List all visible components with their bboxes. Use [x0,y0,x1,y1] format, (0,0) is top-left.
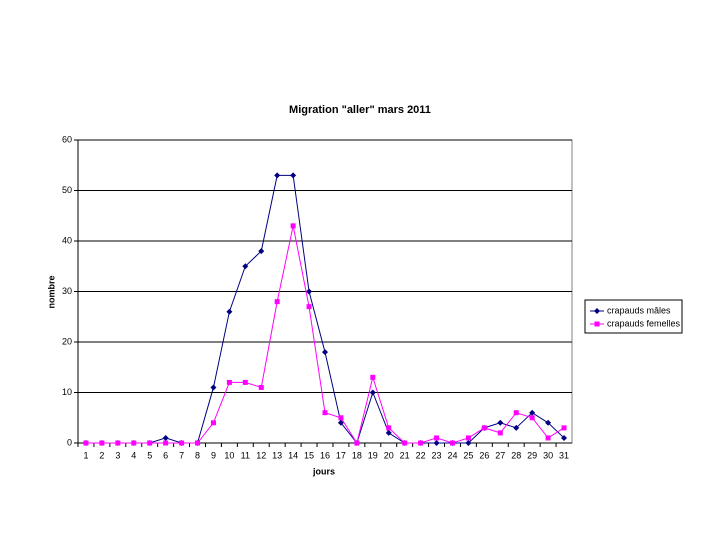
x-tick-label: 31 [559,450,569,460]
x-tick-label: 27 [495,450,505,460]
x-tick-label: 5 [147,450,152,460]
data-point [242,379,248,385]
legend-label: crapauds femelles [607,318,681,328]
data-point [402,440,408,446]
series-line [85,174,565,445]
data-point [354,440,360,446]
x-tick-label: 17 [336,450,346,460]
x-tick-label: 14 [288,450,298,460]
data-point [226,379,232,385]
data-point [306,288,313,295]
x-tick-label: 18 [352,450,362,460]
data-point [497,419,504,426]
data-point [386,425,392,431]
y-tick-label: 10 [62,387,72,397]
x-tick-label: 9 [211,450,216,460]
data-point [179,440,185,446]
x-tick-label: 10 [224,450,234,460]
data-point [529,415,535,421]
data-point [449,440,455,446]
y-tick-label: 30 [62,286,72,296]
y-tick-label: 0 [67,437,72,447]
x-tick-label: 8 [195,450,200,460]
data-point [337,419,344,426]
data-point [242,263,249,270]
data-point [497,430,503,436]
data-point [99,440,105,446]
data-point [258,248,265,255]
x-tick-label: 4 [131,450,136,460]
data-point [369,389,376,396]
x-tick-label: 29 [527,450,537,460]
data-point [274,172,281,179]
data-point [529,409,536,416]
data-point [561,425,567,431]
data-point [545,419,552,426]
y-tick-label: 40 [62,235,72,245]
legend-marker [594,308,600,314]
y-tick-label: 50 [62,185,72,195]
data-point [545,435,551,441]
data-point [322,349,328,356]
x-tick-label: 16 [320,450,330,460]
data-point [210,420,216,426]
data-point [290,172,297,179]
chart-title: Migration "aller" mars 2011 [289,104,431,116]
x-tick-label: 12 [256,450,266,460]
data-point [465,435,471,441]
x-tick-label: 15 [304,450,314,460]
y-tick-label: 60 [62,134,72,144]
x-tick-label: 21 [400,450,410,460]
data-point [434,435,440,441]
x-tick-label: 20 [384,450,394,460]
data-point [210,384,217,391]
x-tick-label: 23 [432,450,442,460]
data-point [163,440,169,446]
data-point [258,384,264,390]
data-point [465,440,472,446]
x-tick-label: 3 [115,450,120,460]
x-tick-label: 19 [368,450,378,460]
y-axis-label: nombre [46,275,56,308]
data-point [115,440,121,446]
data-point [370,374,376,380]
data-point [561,434,568,441]
data-point [131,440,137,446]
x-tick-label: 6 [163,450,168,460]
data-point [306,304,312,310]
data-point [226,308,233,315]
x-tick-label: 30 [543,450,553,460]
x-tick-label: 7 [179,450,184,460]
x-axis-label: jours [312,466,335,476]
data-point [481,425,487,431]
data-point [162,434,169,441]
x-tick-label: 28 [511,450,521,460]
data-point [385,429,392,436]
x-tick-label: 13 [272,450,282,460]
x-tick-label: 1 [83,450,88,460]
data-point [338,415,344,421]
legend-box [584,299,683,334]
legend-label: crapauds mâles [607,305,671,315]
data-point [195,440,201,446]
data-point [274,299,280,305]
data-point [513,424,520,431]
data-point [290,223,296,229]
y-tick-label: 20 [62,336,72,346]
legend-marker [594,321,600,327]
data-point [513,410,519,416]
x-tick-label: 26 [479,450,489,460]
x-tick-label: 24 [447,450,457,460]
data-point [147,440,153,446]
data-point [418,440,424,446]
x-tick-label: 22 [416,450,426,460]
data-point [433,440,440,446]
data-point [83,440,89,446]
x-tick-label: 11 [241,450,250,460]
data-point [322,410,328,416]
x-tick-label: 2 [99,450,104,460]
x-tick-label: 25 [463,450,473,460]
